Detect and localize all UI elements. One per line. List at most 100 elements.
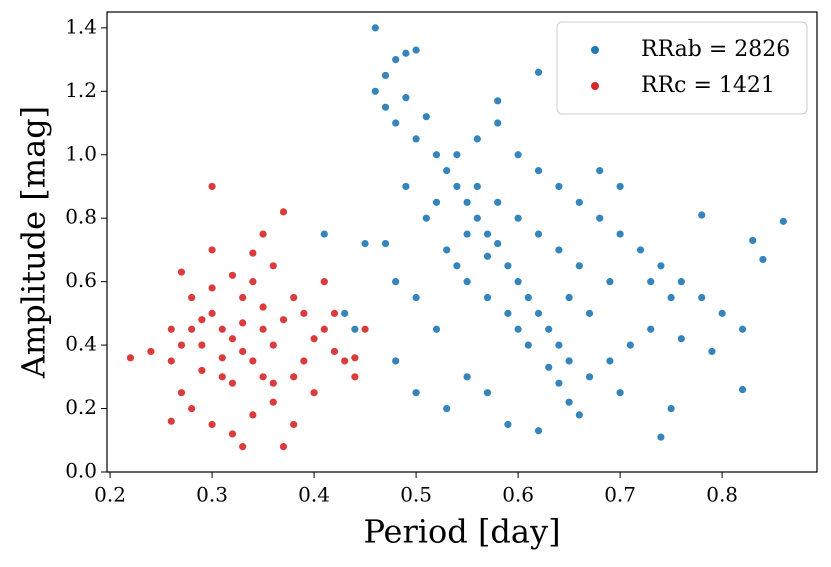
data-point: [330, 347, 339, 356]
data-point: [545, 363, 553, 371]
data-point: [718, 309, 726, 317]
data-point: [392, 357, 400, 365]
data-point: [361, 325, 369, 333]
data-point: [514, 278, 522, 286]
data-point: [392, 278, 400, 286]
data-point: [534, 230, 543, 238]
data-point: [565, 357, 573, 365]
legend-box: [556, 21, 808, 115]
data-point: [667, 293, 675, 302]
data-point: [657, 433, 665, 441]
data-point: [239, 319, 247, 327]
data-point: [677, 278, 685, 286]
data-point: [381, 71, 390, 80]
data-point: [524, 341, 532, 349]
data-point: [443, 167, 451, 175]
data-point: [596, 214, 604, 222]
data-point: [279, 443, 288, 451]
y-tick-label: 0.8: [65, 205, 97, 229]
data-point: [392, 119, 400, 127]
data-point: [198, 341, 206, 349]
data-point: [636, 246, 645, 254]
data-point: [341, 357, 349, 365]
data-point: [626, 341, 634, 349]
data-point: [351, 373, 359, 381]
data-point: [616, 389, 624, 397]
data-point: [657, 262, 665, 270]
data-point: [249, 357, 257, 365]
data-point: [381, 239, 390, 248]
data-point: [259, 303, 267, 311]
data-point: [483, 293, 492, 302]
data-point: [463, 278, 471, 286]
data-point: [555, 182, 563, 191]
data-point: [259, 373, 267, 381]
data-point: [341, 309, 349, 317]
y-tick-label: 1.0: [65, 141, 97, 165]
data-point: [698, 211, 706, 219]
data-point: [208, 284, 216, 292]
data-point: [300, 357, 308, 365]
axes-frame: [106, 11, 818, 473]
data-point: [320, 325, 328, 333]
data-point: [402, 182, 410, 191]
data-point: [167, 357, 175, 365]
data-point: [371, 24, 379, 32]
data-point: [249, 411, 257, 419]
data-point: [565, 398, 573, 406]
data-point: [453, 151, 461, 159]
data-point: [351, 325, 359, 333]
data-point: [708, 347, 716, 356]
legend-marker: [591, 82, 599, 90]
data-point: [239, 443, 247, 451]
data-point: [188, 293, 196, 302]
data-point: [422, 214, 430, 222]
data-point: [504, 262, 512, 270]
data-point: [504, 309, 512, 317]
data-point: [188, 404, 196, 413]
x-axis-label: Period [day]: [363, 513, 560, 551]
data-point: [310, 335, 318, 343]
data-point: [126, 354, 135, 362]
data-point: [228, 430, 237, 438]
data-point: [575, 262, 583, 270]
data-point: [188, 325, 196, 333]
y-tick-label: 0.6: [65, 268, 97, 292]
data-point: [392, 55, 400, 64]
legend-marker: [591, 46, 599, 54]
data-point: [738, 385, 747, 394]
data-point: [494, 119, 502, 127]
data-point: [759, 255, 767, 264]
data-point: [402, 49, 410, 57]
data-point: [647, 325, 655, 333]
data-point: [698, 293, 706, 302]
data-point: [483, 230, 492, 238]
data-point: [177, 341, 186, 349]
data-point: [432, 198, 441, 206]
data-point: [259, 325, 267, 333]
data-point: [463, 198, 471, 206]
y-tick-label: 1.2: [65, 78, 97, 102]
x-tick-label: 0.4: [298, 483, 330, 507]
data-point: [249, 249, 257, 257]
plot-area: [126, 24, 787, 451]
data-point: [412, 46, 420, 54]
data-point: [412, 389, 420, 397]
data-point: [228, 335, 237, 343]
data-point: [279, 316, 288, 324]
data-point: [453, 262, 461, 270]
data-point: [534, 309, 543, 317]
data-point: [177, 268, 186, 276]
data-point: [443, 404, 451, 413]
data-point: [269, 379, 277, 387]
data-point: [422, 113, 430, 121]
data-point: [524, 293, 532, 302]
data-point: [371, 87, 379, 95]
data-point: [463, 230, 471, 238]
data-point: [585, 373, 594, 381]
data-point: [483, 252, 492, 260]
data-point: [514, 214, 522, 222]
data-point: [412, 293, 420, 302]
